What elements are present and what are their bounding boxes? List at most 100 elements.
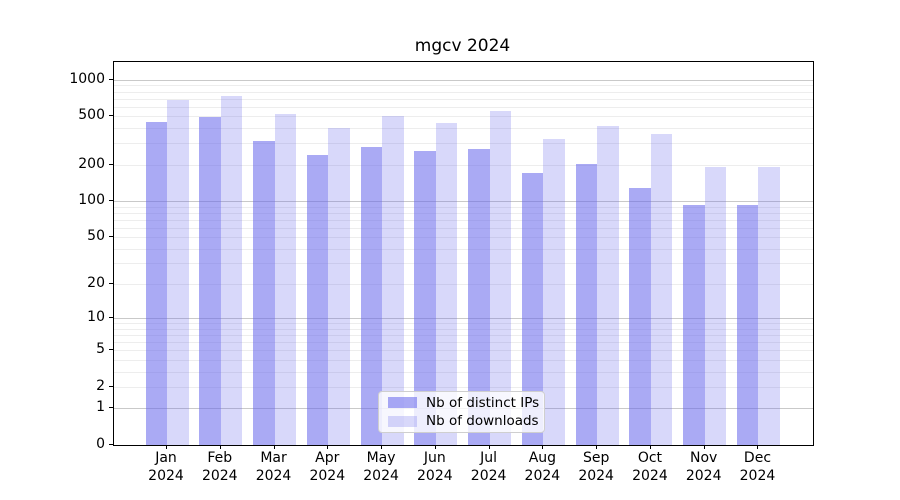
x-tick-label-feb: Feb 2024 [188,449,252,485]
gridline-major [114,79,813,81]
y-tick-label: 1 [96,399,105,416]
bar-nb-of-downloads-feb [220,96,243,445]
y-tick-label: 200 [78,155,105,172]
bar-nb-of-distinct-ips-oct [629,188,651,445]
x-tick-year: 2024 [201,468,238,484]
x-tick-label-dec: Dec 2024 [725,449,789,485]
bar-nb-of-downloads-sep [597,125,619,445]
y-tick-mark [109,200,114,202]
x-tick-year: 2024 [417,468,453,484]
x-tick-month: Aug [528,450,557,466]
x-tick-label-sep: Sep 2024 [564,449,628,485]
bar-nb-of-downloads-apr [328,128,350,445]
x-tick-year: 2024 [578,468,614,484]
gridline-minor [114,164,813,166]
bar-nb-of-distinct-ips-jun [414,151,436,445]
x-tick-mark [381,445,383,449]
x-tick-year: 2024 [470,468,507,484]
legend: Nb of distinct IPs Nb of downloads [378,391,545,433]
x-tick-mark [649,445,651,449]
gridline-minor [114,284,813,286]
bar-nb-of-downloads-jun [435,122,458,445]
y-tick-label: 50 [87,228,105,245]
nb-of-distinct-ips-swatch [388,397,417,409]
y-tick-label: 0 [96,436,105,452]
gridline-minor [114,237,813,239]
gridline-minor [114,342,813,344]
gridline-minor [114,98,813,100]
x-tick-mark [327,445,329,449]
legend-label: Nb of downloads [426,413,539,430]
x-tick-mark [542,445,544,449]
x-tick-year: 2024 [363,468,399,484]
bar-nb-of-distinct-ips-nov [683,204,705,445]
bar-nb-of-distinct-ips-dec [736,204,759,445]
y-tick-mark [109,78,114,80]
gridline-minor [114,212,813,214]
legend-label: Nb of distinct IPs [426,394,540,411]
x-tick-mark [434,445,436,449]
gridline-minor [114,128,813,130]
bar-nb-of-distinct-ips-aug [521,172,544,445]
chart-title: mgcv 2024 [414,36,511,56]
y-tick-mark [109,407,114,409]
legend-item-nb-of-distinct-ips: Nb of distinct IPs [379,394,544,411]
bar-nb-of-downloads-nov [704,166,727,445]
bar-nb-of-distinct-ips-feb [199,117,221,445]
bar-nb-of-distinct-ips-jan [145,121,167,445]
x-tick-month: Oct [637,450,663,466]
x-tick-month: Mar [260,450,287,466]
y-tick-mark [109,444,114,445]
y-tick-mark [109,317,114,319]
bar-nb-of-downloads-jan [167,99,189,445]
x-tick-year: 2024 [524,468,561,484]
y-tick-label: 2 [96,377,105,394]
gridline-minor [114,335,813,337]
gridline-minor [114,359,813,361]
gridline-minor [114,106,813,108]
gridline-minor [114,227,813,229]
nb-of-downloads-swatch [388,415,417,427]
bar-nb-of-distinct-ips-apr [306,155,329,445]
gridline-minor [114,328,813,330]
gridline-minor [114,91,813,93]
x-tick-month: Feb [207,450,233,466]
plot-area [113,61,814,446]
gridline-minor [114,263,813,265]
bar-nb-of-downloads-aug [543,139,565,445]
x-tick-mark [273,445,275,449]
gridline-minor [114,323,813,325]
gridline-minor [114,143,813,145]
x-tick-mark [757,445,759,449]
legend-item-nb-of-downloads: Nb of downloads [379,413,544,430]
y-tick-mark [109,349,114,351]
x-tick-year: 2024 [148,468,184,484]
x-tick-year: 2024 [632,468,668,484]
y-tick-label: 20 [87,275,105,292]
bar-nb-of-downloads-may [382,115,404,445]
gridline-minor [114,206,813,208]
x-tick-label-aug: Aug 2024 [510,449,574,485]
x-tick-month: Jan [155,450,177,466]
y-tick-mark [109,236,114,238]
x-tick-month: Dec [743,450,772,466]
gridline-minor [114,248,813,250]
y-tick-label: 10 [87,309,105,326]
x-tick-month: Nov [690,450,718,466]
x-tick-month: May [366,450,396,466]
x-tick-month: Jun [423,450,446,466]
x-tick-month: Jul [480,450,498,466]
bar-nb-of-distinct-ips-mar [253,140,275,445]
bar-nb-of-distinct-ips-jul [468,149,490,445]
y-tick-label: 5 [96,341,105,358]
bar-nb-of-downloads-dec [758,166,780,445]
x-tick-year: 2024 [685,468,722,484]
x-tick-label-jan: Jan 2024 [134,449,198,485]
x-tick-year: 2024 [739,468,776,484]
gridline-minor [114,386,813,388]
gridline-major [114,201,813,203]
y-tick-label: 1000 [69,70,105,87]
y-tick-label: 100 [78,192,105,209]
x-tick-year: 2024 [255,468,292,484]
